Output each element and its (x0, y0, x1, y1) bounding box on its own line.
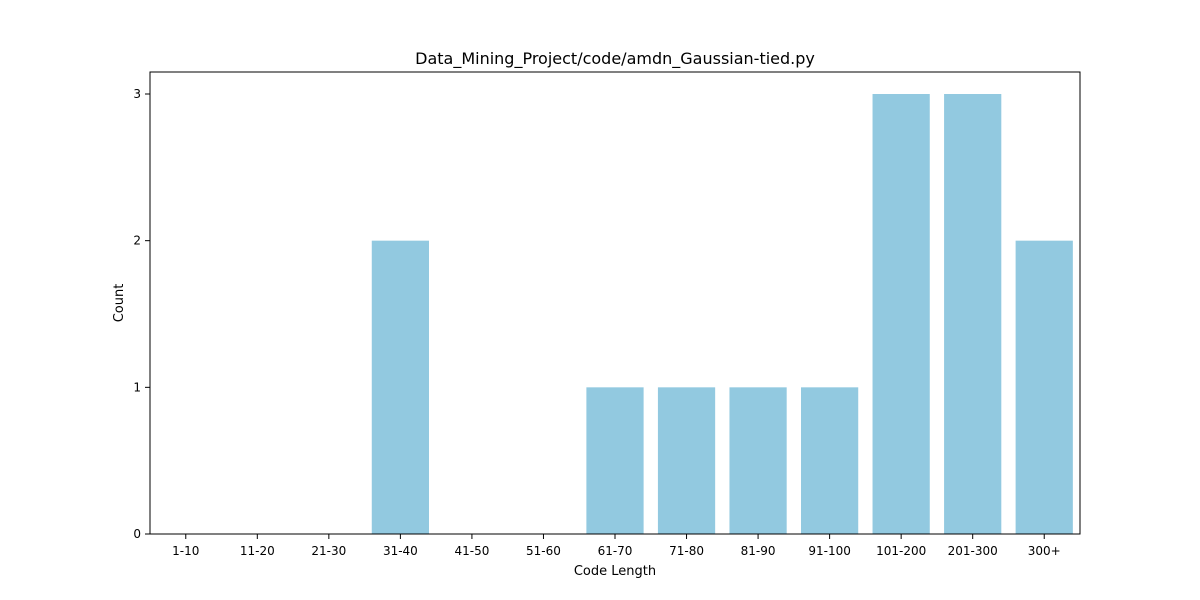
x-axis-ticks: 1-10 11-20 21-30 31-40 41-50 51-60 61-70 71-80 8… (172, 534, 1061, 558)
x-tick-label: 81-90 (741, 544, 776, 558)
plot-frame (149, 71, 1081, 535)
x-tick-label: 1-10 (172, 544, 199, 558)
x-tick-label: 11-20 (240, 544, 275, 558)
y-tick-label: 2 (133, 234, 141, 248)
y-axis-label: Count (112, 284, 127, 323)
x-tick-label: 201-300 (948, 544, 998, 558)
y-axis-ticks: 0 1 2 3 (133, 87, 150, 541)
x-tick-label: 71-80 (669, 544, 704, 558)
y-tick-label: 1 (133, 380, 141, 394)
bar-31-40 (371, 240, 429, 534)
bar-71-80 (657, 387, 716, 534)
x-tick-label: 300+ (1028, 544, 1061, 558)
bar-91-100 (801, 387, 859, 534)
chart-title: Data_Mining_Project/code/amdn_Gaussian-t… (415, 49, 815, 69)
y-tick-label: 3 (133, 87, 141, 101)
x-tick-label: 21-30 (311, 544, 346, 558)
x-tick-label: 51-60 (526, 544, 561, 558)
bar-201-300 (944, 94, 1002, 534)
bars-group (371, 94, 1073, 534)
bar-101-200 (872, 94, 930, 534)
x-tick-label: 31-40 (383, 544, 418, 558)
x-tick-label: 101-200 (876, 544, 926, 558)
y-tick-label: 0 (133, 527, 141, 541)
bar-61-70 (586, 387, 644, 534)
x-tick-label: 91-100 (808, 544, 851, 558)
x-tick-label: 61-70 (598, 544, 633, 558)
bar-300+ (1015, 240, 1073, 534)
bar-81-90 (729, 387, 787, 534)
x-tick-label: 41-50 (454, 544, 489, 558)
x-axis-label: Code Length (574, 564, 656, 579)
